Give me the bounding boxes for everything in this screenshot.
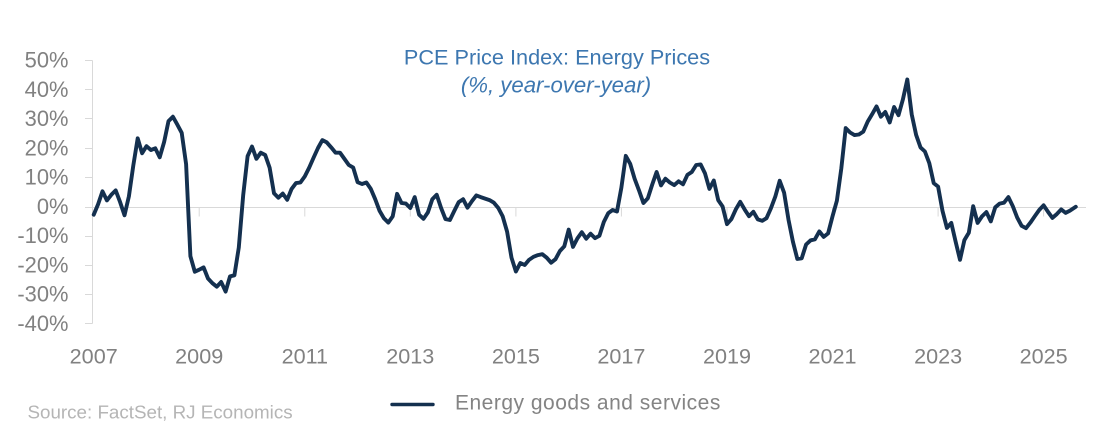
svg-text:10%: 10%	[25, 165, 69, 190]
svg-text:50%: 50%	[25, 48, 69, 73]
svg-text:-20%: -20%	[17, 252, 68, 277]
svg-text:Energy goods and services: Energy goods and services	[455, 392, 721, 415]
svg-text:30%: 30%	[25, 106, 69, 131]
svg-text:2019: 2019	[703, 344, 751, 369]
svg-text:-40%: -40%	[17, 311, 68, 336]
svg-text:2009: 2009	[175, 344, 223, 369]
svg-text:2021: 2021	[808, 344, 856, 369]
svg-text:40%: 40%	[25, 77, 69, 102]
svg-text:0%: 0%	[37, 194, 69, 219]
svg-text:Source: FactSet, RJ Economics: Source: FactSet, RJ Economics	[28, 401, 293, 422]
svg-text:-30%: -30%	[17, 282, 68, 307]
svg-text:2023: 2023	[914, 344, 962, 369]
svg-text:2013: 2013	[386, 344, 434, 369]
svg-text:2017: 2017	[597, 344, 645, 369]
svg-text:2007: 2007	[70, 344, 118, 369]
svg-text:2011: 2011	[282, 344, 328, 369]
svg-text:-10%: -10%	[17, 223, 68, 248]
svg-text:2025: 2025	[1020, 344, 1068, 369]
svg-text:(%, year-over-year): (%, year-over-year)	[461, 73, 651, 98]
svg-text:2015: 2015	[492, 344, 540, 369]
svg-text:PCE Price Index: Energy Prices: PCE Price Index: Energy Prices	[404, 45, 710, 70]
svg-text:20%: 20%	[25, 135, 69, 160]
